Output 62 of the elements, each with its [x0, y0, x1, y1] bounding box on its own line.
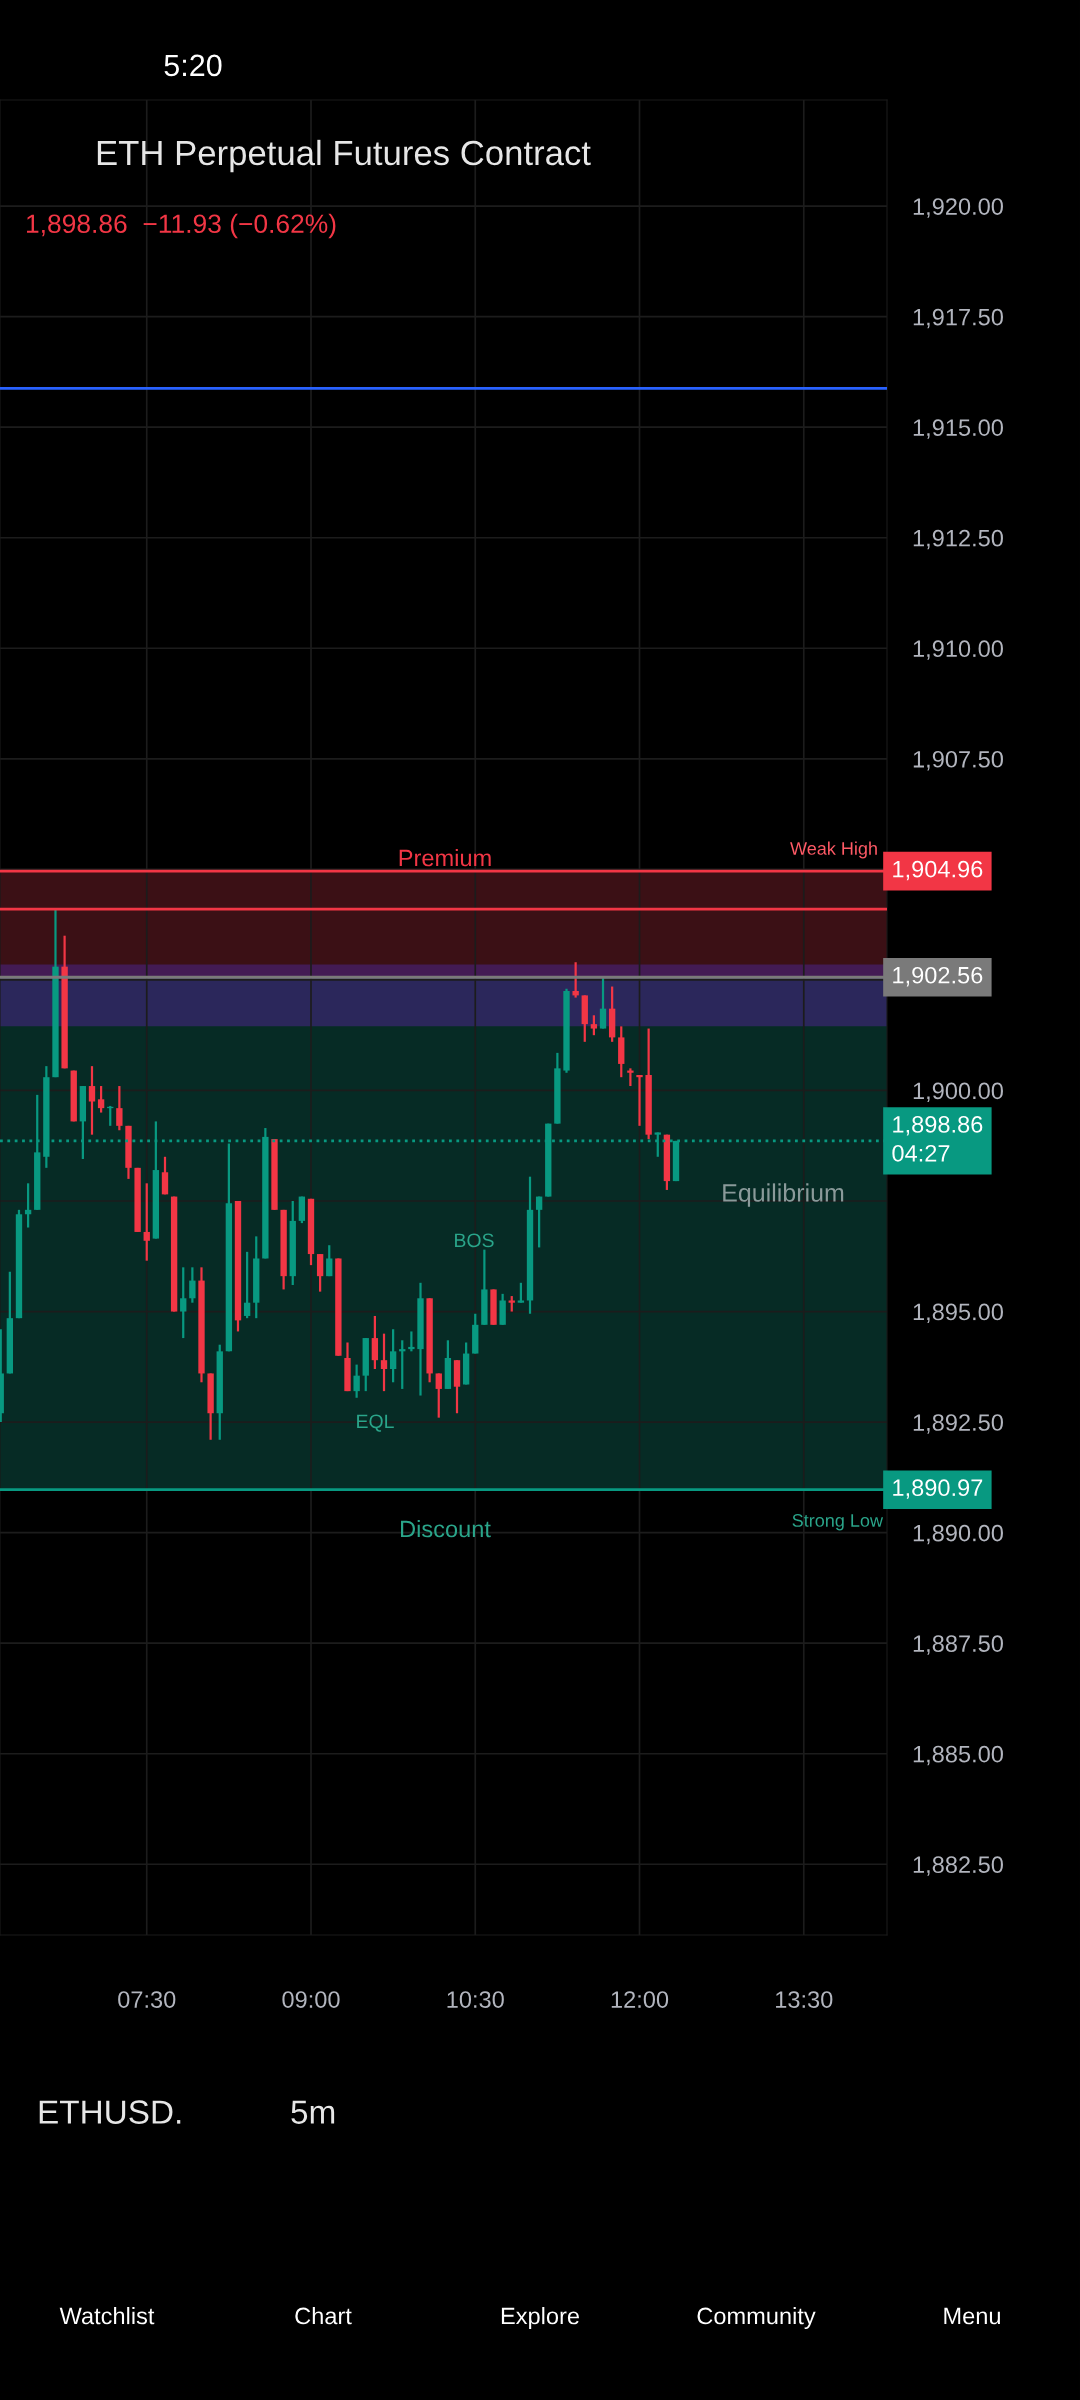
candlestick: [243, 1250, 251, 1320]
candlestick: [353, 1363, 360, 1399]
x-tick-label: 07:30: [118, 1991, 176, 2008]
candlestick: [435, 1372, 442, 1419]
ref-line-label: 1,898.86 04:27: [892, 1116, 983, 1162]
annotation: BOS: [455, 1233, 494, 1248]
candlestick: [143, 1182, 150, 1262]
candlestick: [88, 1065, 96, 1136]
text: Chart: [295, 2306, 352, 2325]
text: Explore: [501, 2306, 579, 2329]
text: Community: [697, 2306, 816, 2329]
candlestick: [599, 976, 607, 1030]
ref-line-label: 1,890.97: [893, 1479, 983, 1499]
candlestick: [636, 1073, 643, 1127]
y-tick-label: 1,907.50: [913, 750, 1003, 771]
annotation: Weak High: [790, 841, 877, 859]
y-tick-label: 1,920.00: [913, 198, 1003, 218]
candlestick: [97, 1084, 105, 1114]
candlestick: [517, 1281, 525, 1304]
candlestick: [389, 1328, 397, 1384]
text: Watchlist: [59, 2306, 155, 2325]
y-tick-label: 1,912.50: [913, 529, 1003, 550]
candlestick: [380, 1332, 388, 1393]
y-tick-label: 1,917.50: [913, 308, 1003, 329]
x-tick-label: 10:30: [447, 1991, 504, 2008]
candlestick: [116, 1084, 123, 1132]
text: 1,898.86 −11.93 (−0.62%): [27, 213, 336, 239]
candlestick: [535, 1195, 543, 1249]
text: ETH Perpetual Futures Contract: [97, 139, 591, 173]
annotation: Strong Low: [792, 1514, 884, 1531]
candlestick: [590, 1014, 598, 1037]
text: Menu: [944, 2307, 1000, 2325]
x-tick-label: 09:00: [282, 1991, 340, 2008]
candlestick: [161, 1155, 169, 1196]
candlestick: [408, 1330, 415, 1353]
annotation: EQL: [357, 1414, 394, 1432]
x-tick-label: 13:30: [776, 1991, 833, 2008]
candlestick: [572, 961, 579, 999]
candlestick: [326, 1244, 333, 1278]
y-tick-label: 1,882.50: [913, 1856, 1003, 1876]
y-tick-label: 1,885.00: [913, 1745, 1003, 1766]
annotation: Premium: [399, 848, 491, 867]
text: 5:20: [164, 54, 222, 77]
text: ETHUSD.: [39, 2100, 181, 2124]
y-tick-label: 1,890.00: [913, 1524, 1003, 1545]
y-tick-label: 1,915.00: [913, 419, 1003, 439]
candlestick: [627, 1067, 634, 1088]
ref-line-label: 1,904.96: [893, 860, 983, 881]
text: 5m: [291, 2100, 335, 2124]
candlestick: [316, 1252, 324, 1293]
candlestick: [189, 1266, 196, 1304]
y-tick-label: 1,887.50: [913, 1635, 1003, 1655]
annotation: Discount: [401, 1519, 491, 1538]
annotation: Equilibrium: [723, 1183, 844, 1207]
candlestick: [371, 1314, 379, 1371]
y-tick-label: 1,895.00: [913, 1303, 1003, 1324]
candlestick: [180, 1266, 187, 1340]
y-tick-label: 1,892.50: [913, 1414, 1003, 1434]
y-tick-label: 1,910.00: [913, 640, 1003, 660]
ref-line-label: 1,902.56: [893, 966, 983, 987]
x-tick-label: 12:00: [611, 1991, 669, 2008]
y-tick-label: 1,900.00: [913, 1082, 1003, 1103]
